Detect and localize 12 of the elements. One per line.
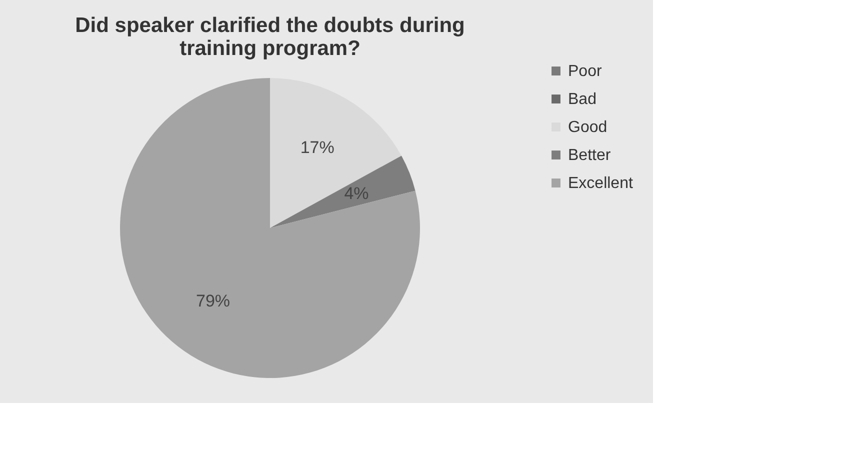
legend-label: Poor [568, 63, 602, 80]
chart-title: Did speaker clarified the doubts during training program? [75, 14, 465, 60]
legend-label: Bad [568, 91, 596, 108]
legend-label: Excellent [568, 175, 634, 192]
legend-label: Better [568, 147, 612, 164]
data-label: 4% [344, 184, 369, 203]
legend-label: Good [568, 119, 608, 136]
pie-slice [270, 78, 402, 228]
data-label: 79% [196, 291, 230, 310]
data-label: 17% [300, 138, 334, 157]
pie-slice [120, 78, 420, 378]
pie-slice [270, 156, 416, 228]
